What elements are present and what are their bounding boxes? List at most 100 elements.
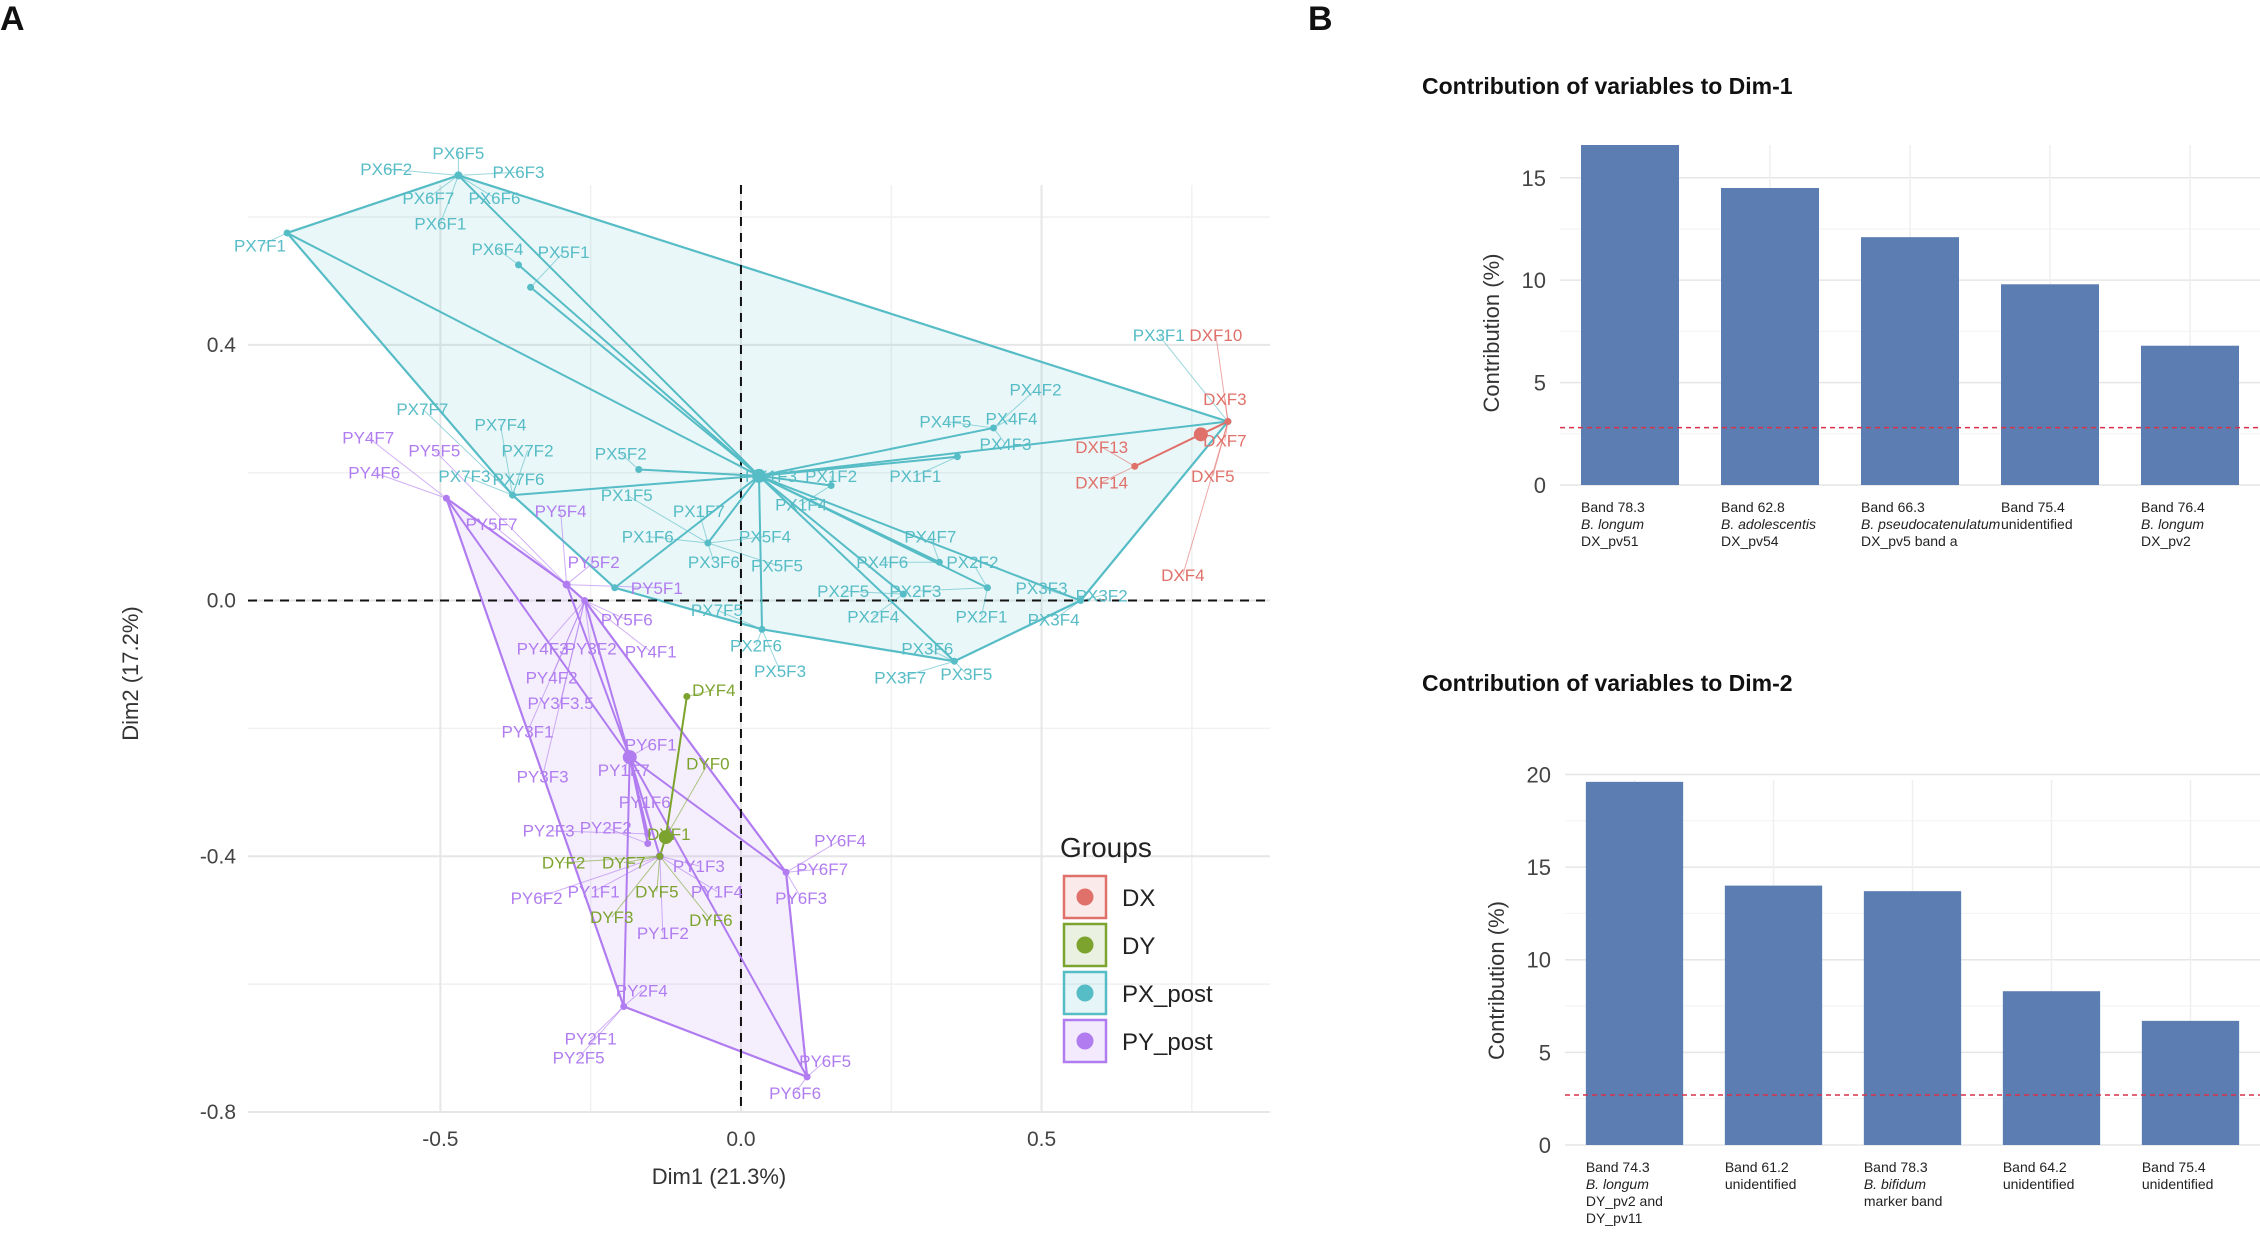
label-leader: [686, 689, 715, 697]
data-point: [1131, 462, 1139, 470]
point-label: PX3F6: [901, 640, 953, 659]
category-label: Band 75.4: [2001, 499, 2065, 515]
category-label: B. adolescentis: [1721, 516, 1816, 532]
point-label: PX5F3: [754, 662, 806, 681]
point-label: PX4F5: [919, 413, 971, 432]
point-label: PY5F6: [601, 611, 653, 630]
label-leader: [620, 453, 640, 470]
point-label: PY3F3.5: [528, 694, 594, 713]
y-tick-label: 5: [1534, 371, 1546, 396]
point-label: PY4F2: [526, 668, 578, 687]
label-leader: [659, 855, 718, 892]
legend-item-py-post: PY_post: [1062, 1018, 1213, 1064]
label-leader: [1224, 399, 1229, 422]
category-label: DX_pv5 band a: [1861, 533, 1958, 549]
y-axis-title: Contribution (%): [1484, 901, 1509, 1060]
label-leader: [1080, 594, 1102, 602]
data-point: [983, 584, 991, 592]
label-leader: [500, 424, 514, 496]
data-point: [782, 868, 790, 876]
centroid-spoke: [628, 756, 649, 844]
category-label: Band 66.3: [1861, 499, 1925, 515]
centroid-spoke: [638, 468, 760, 477]
point-label: DYF0: [686, 755, 729, 774]
data-point: [1077, 597, 1085, 605]
point-label: PX7F3: [438, 467, 490, 486]
label-leader: [1053, 600, 1081, 621]
point-label: PX1F6: [622, 528, 674, 547]
data-point: [644, 839, 652, 847]
label-leader: [659, 856, 664, 934]
point-label: PX4F2: [1010, 381, 1062, 400]
legend-title: Groups: [1060, 832, 1152, 863]
label-leader: [698, 510, 709, 544]
legend-label: DX: [1122, 885, 1155, 912]
point-label: PY6F2: [511, 889, 563, 908]
x-tick-label: -0.5: [422, 1128, 458, 1151]
bar: [2002, 991, 2101, 1145]
point-label: PY6F3: [775, 889, 827, 908]
category-label: Band 75.4: [2142, 1159, 2206, 1175]
point-label: PY3F2: [565, 640, 617, 659]
label-leader: [872, 593, 904, 617]
category-label: B. longum: [1581, 516, 1644, 532]
data-point: [527, 283, 535, 291]
point-label: PX6F1: [414, 214, 466, 233]
data-point: [950, 657, 958, 665]
point-label: PY6F1: [625, 735, 677, 754]
point-label: PX6F4: [471, 240, 523, 259]
category-label: Band 62.8: [1721, 499, 1785, 515]
bar: [1724, 885, 1823, 1145]
label-leader: [659, 855, 712, 921]
point-label: PY2F4: [616, 982, 668, 1001]
point-label: DYF3: [590, 908, 633, 927]
label-leader: [458, 171, 519, 176]
label-leader: [464, 475, 513, 496]
x-tick-label: 0.0: [726, 1128, 755, 1151]
centroid-spoke: [628, 756, 808, 1078]
point-label: PX3F5: [940, 665, 992, 684]
point-label: PX3F7: [874, 668, 926, 687]
data-point: [283, 229, 291, 237]
centroid-spoke: [512, 474, 760, 497]
point-label: PY1F1: [568, 882, 620, 901]
label-leader: [386, 168, 459, 176]
data-point: [620, 1003, 628, 1011]
point-label: DXF14: [1075, 473, 1128, 492]
bar: [1863, 891, 1962, 1145]
label-leader: [626, 494, 709, 544]
point-label: DYF4: [692, 681, 735, 700]
point-label: PX5F5: [751, 556, 803, 575]
point-label: PX2F1: [955, 608, 1007, 627]
category-label: unidentified: [1725, 1176, 1797, 1192]
y-tick-label: 0.4: [207, 334, 237, 357]
label-leader: [915, 456, 958, 477]
data-point: [899, 590, 907, 598]
centroid-spoke: [445, 497, 631, 758]
category-label: unidentified: [2142, 1176, 2214, 1192]
dim1-contribution-chart: Contribution of variables to Dim-1 0 5 10 15…: [1422, 73, 2260, 549]
label-leader: [563, 855, 660, 864]
label-leader: [428, 175, 459, 199]
centroid-spoke: [664, 696, 688, 838]
bar: [1861, 237, 1959, 485]
label-leader: [843, 590, 904, 595]
centroid-spoke: [758, 426, 994, 477]
dim2-contribution-chart: Contribution of variables to Dim-2 0 5 10 15…: [1422, 670, 2260, 1226]
y-axis-title: Contribution (%): [1479, 254, 1504, 413]
point-label: PX6F7: [402, 189, 454, 208]
point-label: PX4F4: [986, 409, 1038, 428]
category-label: DX_pv2: [2141, 533, 2191, 549]
legend-marker: [1076, 936, 1094, 954]
centroid-spoke: [517, 264, 760, 477]
point-label: PX7F4: [475, 416, 527, 435]
data-point: [989, 424, 997, 432]
point-label: PY4F6: [348, 464, 400, 483]
category-label: DX_pv54: [1721, 533, 1779, 549]
point-label: PY2F1: [565, 1029, 617, 1048]
data-point: [827, 481, 835, 489]
legend-marker: [1076, 888, 1094, 906]
centroid-spoke: [758, 475, 956, 663]
